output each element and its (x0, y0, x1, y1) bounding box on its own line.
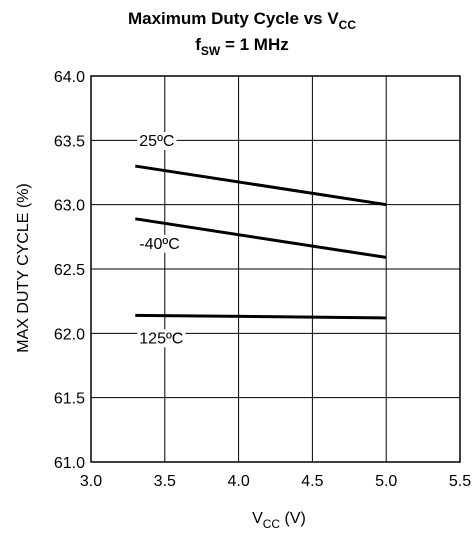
x-tick-label: 4.0 (227, 473, 249, 490)
series-line (135, 164, 387, 207)
series-annotation: -40ºC (139, 236, 180, 253)
y-tick-label: 62.5 (54, 262, 85, 279)
tick-labels: 3.0 3.5 4.0 4.5 5.0 5.5 61.0 61.5 62.0 62.5 63.0 63… (54, 69, 471, 490)
y-tick-label: 64.0 (54, 69, 85, 86)
x-tick-label: 4.5 (301, 473, 323, 490)
chart-title-main: Maximum Duty Cycle vs V (128, 9, 339, 28)
chart-subtitle-main: f (195, 35, 201, 54)
series-annotation: 125ºC (139, 330, 183, 347)
series-annotation: 25ºC (139, 133, 174, 150)
series-line (135, 313, 387, 320)
y-tick-label: 62.0 (54, 326, 85, 343)
x-tick-label: 5.0 (375, 473, 397, 490)
y-tick-label: 61.0 (54, 455, 85, 472)
y-axis-label: MAX DUTY CYCLE (%) (15, 183, 32, 353)
x-tick-label: 3.5 (154, 473, 176, 490)
series (135, 164, 387, 320)
chart-subtitle-rest: = 1 MHz (220, 35, 289, 54)
annotation-background (137, 132, 177, 151)
series-line (135, 217, 387, 259)
y-tick-label: 61.5 (54, 391, 85, 408)
x-tick-label: 3.0 (80, 473, 102, 490)
x-tick-label: 5.5 (449, 473, 471, 490)
x-axis-label-rest: (V) (280, 510, 306, 527)
y-tick-label: 63.5 (54, 133, 85, 150)
annotation-background (137, 329, 186, 348)
chart-title-subscript: CC (339, 18, 357, 32)
chart-title-line1: Maximum Duty Cycle vs VCC (128, 9, 356, 32)
annotations: 25ºC -40ºC 125ºC (137, 132, 186, 348)
chart-subtitle-subscript: SW (201, 44, 221, 58)
x-axis-label-main: V (252, 510, 263, 527)
y-tick-label: 63.0 (54, 198, 85, 215)
chart-subtitle-line2: fSW = 1 MHz (195, 35, 289, 58)
annotation-background (137, 234, 182, 253)
x-axis-label: VCC (V) (252, 510, 306, 531)
plot-frame (90, 75, 461, 463)
x-axis-label-subscript: CC (263, 517, 281, 531)
